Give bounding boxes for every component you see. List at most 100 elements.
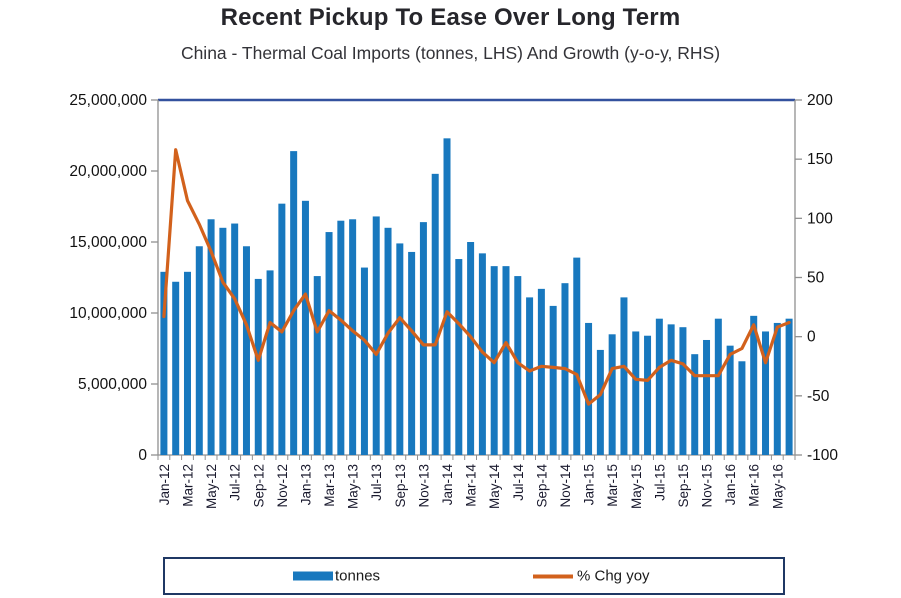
bar-Mar-16 xyxy=(750,315,758,455)
bar-Mar-13 xyxy=(325,232,333,455)
x-axis-label: May-16 xyxy=(770,464,785,509)
x-axis-label: Nov-15 xyxy=(700,464,715,508)
bar-Feb-15 xyxy=(596,349,604,455)
bar-Jan-14 xyxy=(443,138,451,455)
bar-May-12 xyxy=(207,219,215,455)
left-axis-tick-label: 5,000,000 xyxy=(78,376,147,393)
x-axis-label: Nov-13 xyxy=(416,464,431,508)
bar-Dec-12 xyxy=(290,151,298,455)
x-axis-label: Sep-14 xyxy=(534,464,549,508)
right-axis-tick-label: -50 xyxy=(807,388,830,405)
bar-Sep-13 xyxy=(396,243,404,455)
x-axis-label: Nov-14 xyxy=(558,464,573,508)
bar-Mar-14 xyxy=(467,242,475,455)
bar-Aug-14 xyxy=(526,297,534,455)
x-axis-label: Jul-13 xyxy=(369,464,384,501)
bar-Apr-12 xyxy=(195,246,203,455)
left-axis-tick-label: 0 xyxy=(138,447,147,464)
bar-Jun-14 xyxy=(502,266,510,455)
x-axis-label: May-12 xyxy=(204,464,219,509)
combo-bar-line-chart: 25,000,000 20,000,000 15,000,000 10,000,000… xyxy=(69,92,838,510)
bar-Dec-13 xyxy=(431,173,439,455)
bar-Jun-13 xyxy=(360,267,368,455)
bar-Jul-12 xyxy=(231,223,239,455)
bar-Apr-16 xyxy=(762,331,770,455)
x-axis-label: Jan-14 xyxy=(440,464,455,506)
x-axis-label: Jul-12 xyxy=(228,464,243,501)
bar-Jan-15 xyxy=(585,322,593,455)
x-axis-label: Mar-13 xyxy=(322,464,337,507)
right-axis-tick-label: 200 xyxy=(807,92,833,109)
bar-Sep-15 xyxy=(679,327,687,455)
chart-title: Recent Pickup To Ease Over Long Term xyxy=(220,4,681,31)
x-axis-label: Jan-13 xyxy=(298,464,313,505)
x-axis-label: Nov-12 xyxy=(275,464,290,508)
bar-Oct-12 xyxy=(266,270,274,455)
bar-Jul-13 xyxy=(372,216,380,455)
bar-May-16 xyxy=(773,322,781,455)
right-axis-tick-label: 100 xyxy=(807,210,833,227)
bar-Oct-15 xyxy=(691,354,699,455)
bar-Sep-12 xyxy=(254,278,262,455)
bar-Feb-13 xyxy=(313,276,321,455)
bar-Jul-15 xyxy=(655,318,663,455)
bar-Feb-12 xyxy=(172,281,180,455)
x-axis-label: Sep-13 xyxy=(393,464,408,508)
bar-Oct-14 xyxy=(549,305,557,455)
bar-Jan-12 xyxy=(160,271,168,455)
growth-line xyxy=(162,148,791,406)
right-axis-tick-label: 50 xyxy=(807,270,825,287)
left-axis-tick-label: 20,000,000 xyxy=(69,163,147,180)
x-axis-label: Mar-15 xyxy=(605,464,620,507)
chart-subtitle: China - Thermal Coal Imports (tonnes, LH… xyxy=(180,43,721,63)
right-axis-tick-label: -100 xyxy=(807,447,838,464)
tonnes-bar-swatch xyxy=(293,571,333,581)
legend-item-tonnes: tonnes xyxy=(293,568,380,585)
bar-Aug-15 xyxy=(667,324,675,455)
x-axis-label: May-15 xyxy=(629,464,644,509)
bar-Nov-13 xyxy=(419,222,427,455)
bar-Jan-16 xyxy=(726,345,734,455)
right-axis-tick-label: 0 xyxy=(807,329,816,346)
legend-label-tonnes: tonnes xyxy=(335,567,381,585)
bar-Aug-12 xyxy=(242,246,250,455)
x-axis-label: Jan-15 xyxy=(582,464,597,505)
bar-Apr-15 xyxy=(620,297,628,455)
chg-yoy-line-swatch xyxy=(533,574,573,578)
x-axis-label: Jul-15 xyxy=(652,464,667,501)
bar-Mar-12 xyxy=(183,271,191,455)
bar-Dec-15 xyxy=(714,318,722,455)
x-axis-label: Mar-14 xyxy=(464,464,479,507)
x-axis-label: Sep-15 xyxy=(676,464,691,508)
bar-Dec-14 xyxy=(573,257,581,455)
bar-Apr-13 xyxy=(337,220,345,455)
chart-legend: tonnes % Chg yoy xyxy=(163,557,785,595)
bar-Jun-12 xyxy=(219,227,227,455)
x-axis-label: May-13 xyxy=(346,464,361,509)
bar-Mar-15 xyxy=(608,334,616,455)
left-axis-tick-label: 25,000,000 xyxy=(69,92,147,109)
legend-label-chg-yoy: % Chg yoy xyxy=(577,567,650,585)
bar-Oct-13 xyxy=(408,251,416,455)
bar-May-13 xyxy=(349,219,357,455)
bar-Aug-13 xyxy=(384,227,392,455)
bar-Jul-14 xyxy=(514,276,522,455)
bar-Jun-15 xyxy=(644,335,652,455)
bar-Jun-16 xyxy=(785,318,793,455)
x-axis-label: Sep-12 xyxy=(251,464,266,508)
right-axis-tick-label: 150 xyxy=(807,151,833,168)
left-axis-tick-label: 10,000,000 xyxy=(69,305,147,322)
bar-Nov-15 xyxy=(703,339,711,455)
x-axis-label: Mar-16 xyxy=(747,464,762,507)
bar-Feb-14 xyxy=(455,259,463,455)
x-axis-label: May-14 xyxy=(487,464,502,510)
x-axis-label: Jan-16 xyxy=(723,464,738,505)
x-axis-label: Jan-12 xyxy=(157,464,172,505)
left-axis-tick-label: 15,000,000 xyxy=(69,234,147,251)
bar-Sep-14 xyxy=(537,288,545,455)
x-axis-label: Jul-14 xyxy=(511,464,526,501)
bar-May-15 xyxy=(632,331,640,455)
bar-Jan-13 xyxy=(301,200,309,455)
bar-Feb-16 xyxy=(738,361,746,455)
